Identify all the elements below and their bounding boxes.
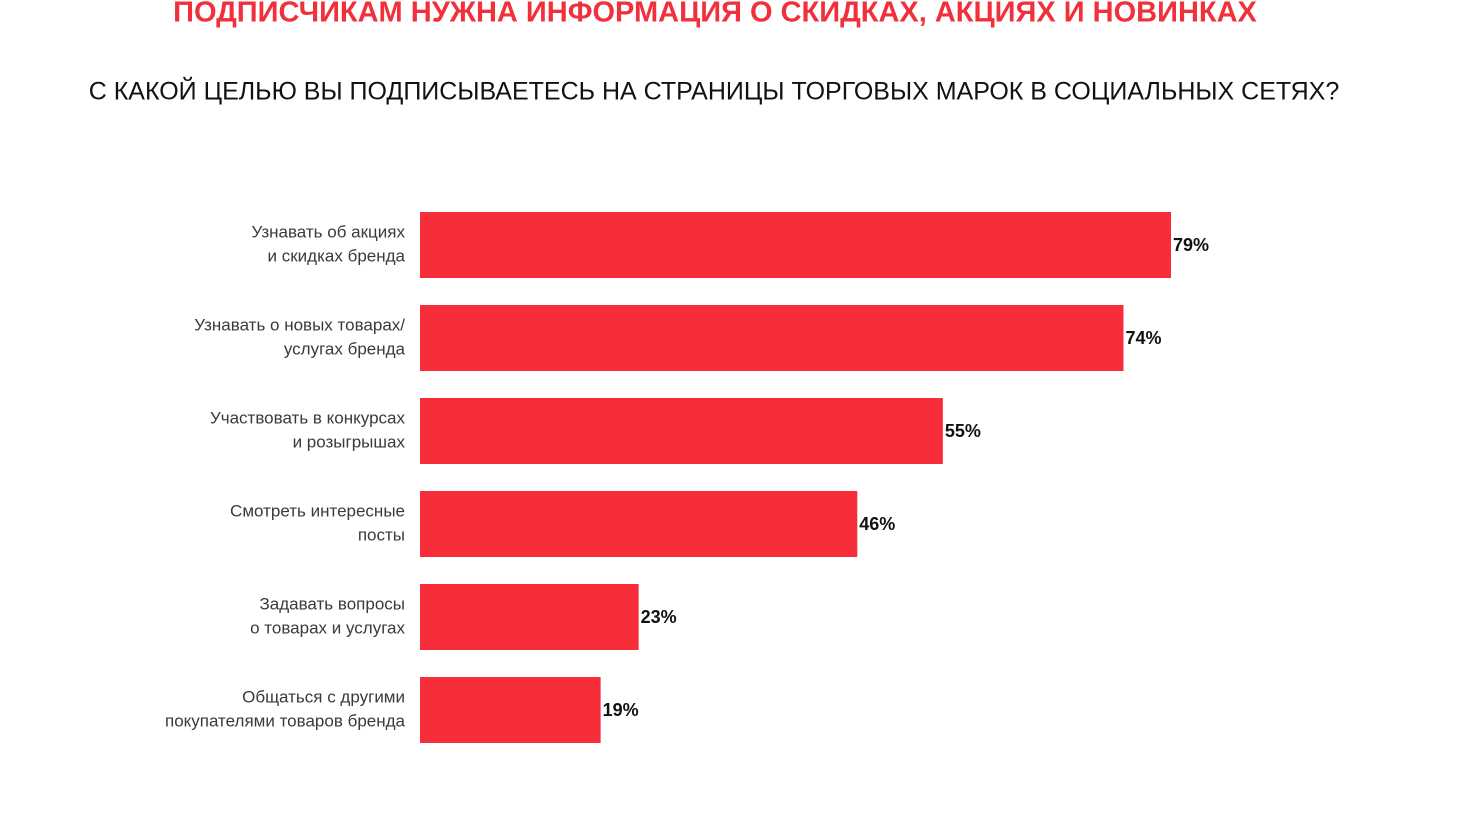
value-label: 23% [641,607,677,627]
category-label: Участвовать в конкурсах [210,408,406,427]
bar [420,305,1124,371]
category-label: и розыгрышах [293,432,406,451]
category-label: о товарах и услугах [250,618,405,637]
bar [420,212,1171,278]
value-label: 55% [945,421,981,441]
value-label: 19% [603,700,639,720]
chart-subtitle: С КАКОЙ ЦЕЛЬЮ ВЫ ПОДПИСЫВАЕТЕСЬ НА СТРАН… [89,76,1340,106]
category-label: покупателями товаров бренда [165,711,406,730]
value-label: 46% [859,514,895,534]
category-label: Общаться с другими [242,687,405,706]
category-label: Узнавать о новых товарах/ [194,315,405,334]
category-label: Смотреть интересные [230,501,405,520]
category-label: Узнавать об акциях [251,222,405,241]
category-label: Задавать вопросы [259,594,405,613]
bar [420,398,943,464]
category-label: услугах бренда [284,339,406,358]
category-label: и скидках бренда [268,246,406,265]
bar [420,491,858,557]
category-label: посты [358,525,405,544]
value-label: 74% [1125,328,1161,348]
value-label: 79% [1173,235,1209,255]
bar [420,677,601,743]
chart-title: ПОДПИСЧИКАМ НУЖНА ИНФОРМАЦИЯ О СКИДКАХ, … [173,0,1257,29]
bar [420,584,639,650]
